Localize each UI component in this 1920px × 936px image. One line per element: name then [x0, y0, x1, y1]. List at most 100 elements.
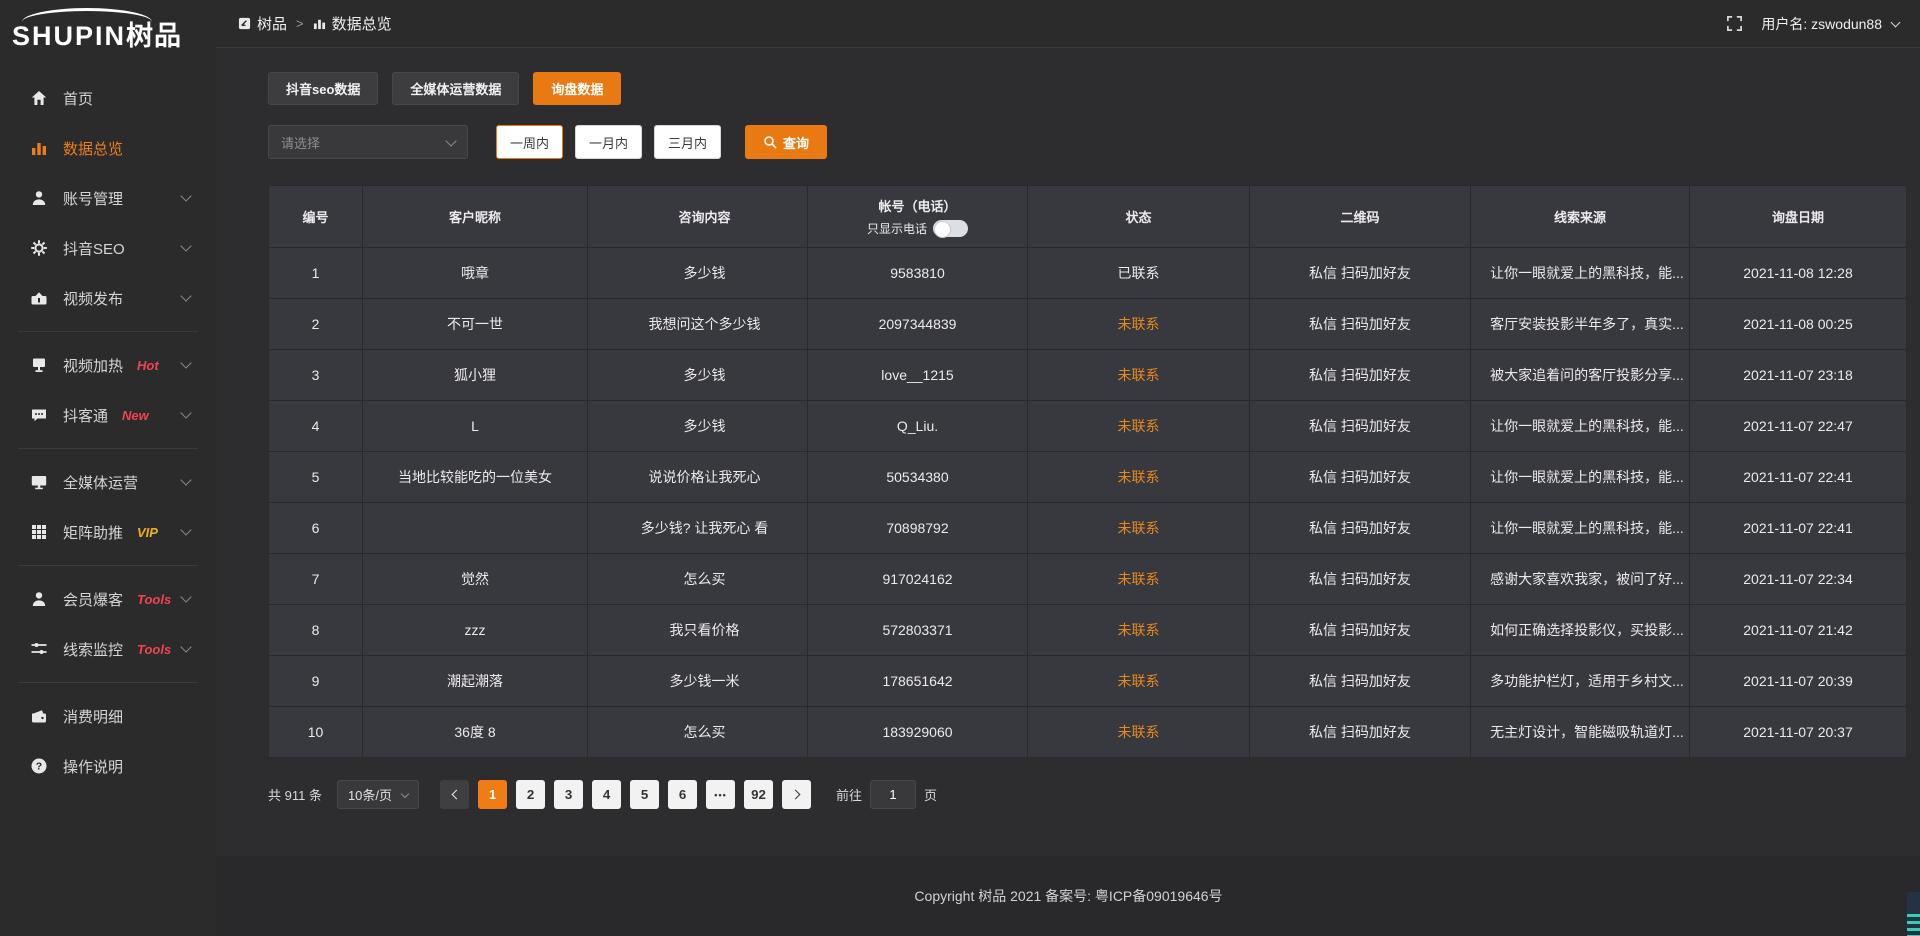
chevron-down-icon: [180, 641, 192, 653]
sidebar-item-label: 数据总览: [63, 140, 124, 158]
video-publish-icon: [30, 289, 48, 307]
sidebar-item-douyin-seo[interactable]: 抖音SEO: [0, 223, 216, 273]
qrcode-link[interactable]: 私信 扫码加好友: [1249, 604, 1471, 656]
cell-nickname: zzz: [362, 604, 588, 656]
prev-page-button[interactable]: [440, 780, 470, 809]
cell-content: 我只看价格: [587, 604, 808, 656]
breadcrumb-root-label: 树品: [257, 16, 288, 33]
lead-source-link[interactable]: 多功能护栏灯，适用于乡村文...: [1470, 655, 1690, 707]
cell-nickname: 哦章: [362, 247, 588, 299]
cell-date: 2021-11-07 22:47: [1689, 400, 1907, 452]
logo-arc: [22, 8, 152, 22]
sidebar-item-label: 全媒体运营: [63, 474, 139, 492]
sidebar-item-video-publish[interactable]: 视频发布: [0, 273, 216, 323]
phone-toggle-label: 只显示电话: [866, 222, 927, 236]
corner-widget[interactable]: [1907, 892, 1920, 936]
qrcode-link[interactable]: 私信 扫码加好友: [1249, 451, 1471, 503]
lead-source-link[interactable]: 无主灯设计，智能磁吸轨道灯...: [1470, 706, 1690, 758]
lead-source-link[interactable]: 让你一眼就爱上的黑科技，能...: [1470, 400, 1690, 452]
new-badge: New: [122, 407, 149, 423]
qrcode-link[interactable]: 私信 扫码加好友: [1249, 400, 1471, 452]
col-header-qrcode: 二维码: [1249, 185, 1471, 248]
lead-source-link[interactable]: 让你一眼就爱上的黑科技，能...: [1470, 451, 1690, 503]
sidebar-item-omni-media[interactable]: 全媒体运营: [0, 457, 216, 507]
cell-date: 2021-11-07 20:39: [1689, 655, 1907, 707]
qrcode-link[interactable]: 私信 扫码加好友: [1249, 706, 1471, 758]
sidebar-item-account-management[interactable]: 账号管理: [0, 173, 216, 223]
lead-source-link[interactable]: 让你一眼就爱上的黑科技，能...: [1470, 502, 1690, 554]
lead-source-link[interactable]: 如何正确选择投影仪，买投影...: [1470, 604, 1690, 656]
qrcode-link[interactable]: 私信 扫码加好友: [1249, 502, 1471, 554]
page-button-1[interactable]: 1: [478, 780, 508, 809]
cell-content: 我想问这个多少钱: [587, 298, 808, 350]
tools-badge: Tools: [137, 591, 172, 607]
status-badge: 未联系: [1027, 400, 1250, 452]
period-one-week-button[interactable]: 一周内: [496, 125, 564, 159]
logo-text: SHUPIN树品: [12, 14, 206, 53]
pagination: 共 911 条 10条/页 1 2 3 4 5 6 ••• 92 前往 页: [268, 780, 1907, 809]
cell-nickname: 潮起潮落: [362, 655, 588, 707]
sidebar-item-consumption-detail[interactable]: 消费明细: [0, 691, 216, 741]
qrcode-link[interactable]: 私信 扫码加好友: [1249, 298, 1471, 350]
user-menu[interactable]: 用户名: zswodun88: [1761, 14, 1901, 34]
qrcode-link[interactable]: 私信 扫码加好友: [1249, 553, 1471, 605]
tab-inquiry-data[interactable]: 询盘数据: [533, 72, 622, 105]
cell-id: 1: [268, 247, 363, 299]
page-button-5[interactable]: 5: [630, 780, 660, 809]
topbar: 树品 > 数据总览 用户名: zswodun88: [216, 0, 1920, 48]
sidebar-item-video-heat[interactable]: 视频加热 Hot: [0, 340, 216, 390]
col-header-id: 编号: [268, 185, 363, 248]
sidebar-item-home[interactable]: 首页: [0, 73, 216, 123]
sidebar-item-label: 账号管理: [63, 190, 124, 208]
doc-icon: [238, 17, 251, 30]
cell-date: 2021-11-07 20:37: [1689, 706, 1907, 758]
status-badge: 未联系: [1027, 502, 1250, 554]
sidebar-item-data-overview[interactable]: 数据总览: [0, 123, 216, 173]
fullscreen-icon[interactable]: [1726, 15, 1743, 32]
cell-account: 572803371: [807, 604, 1028, 656]
page-size-label: 10条/页: [347, 788, 393, 803]
page-button-2[interactable]: 2: [516, 780, 546, 809]
goto-page-input[interactable]: [870, 780, 917, 809]
period-three-months-button[interactable]: 三月内: [654, 125, 722, 159]
page-button-3[interactable]: 3: [554, 780, 584, 809]
lead-source-link[interactable]: 感谢大家喜欢我家，被问了好...: [1470, 553, 1690, 605]
page-button-4[interactable]: 4: [592, 780, 622, 809]
search-button[interactable]: 查询: [745, 125, 828, 159]
lead-source-link[interactable]: 客厅安装投影半年多了，真实...: [1470, 298, 1690, 350]
sidebar-divider: [18, 682, 198, 683]
breadcrumb-root[interactable]: 树品: [238, 13, 287, 34]
phone-only-toggle[interactable]: [933, 220, 968, 238]
qrcode-link[interactable]: 私信 扫码加好友: [1249, 349, 1471, 401]
page-button-6[interactable]: 6: [668, 780, 698, 809]
cell-nickname: [362, 502, 588, 554]
table-row: 3 狐小狸 多少钱 love__1215 未联系 私信 扫码加好友 被大家追着问…: [268, 349, 1907, 401]
lead-source-link[interactable]: 被大家追着问的客厅投影分享...: [1470, 349, 1690, 401]
sidebar-item-member-burst[interactable]: 会员爆客 Tools: [0, 574, 216, 624]
sidebar-item-doukeTong[interactable]: 抖客通 New: [0, 390, 216, 440]
question-icon: ?: [30, 757, 48, 775]
sidebar-divider: [18, 448, 198, 449]
account-select[interactable]: 请选择: [268, 125, 468, 159]
sidebar-item-label: 视频加热: [63, 357, 124, 375]
qrcode-link[interactable]: 私信 扫码加好友: [1249, 655, 1471, 707]
period-one-month-button[interactable]: 一月内: [575, 125, 643, 159]
tab-omni-media-data[interactable]: 全媒体运营数据: [392, 72, 520, 105]
next-page-button[interactable]: [782, 780, 812, 809]
sidebar-item-matrix-boost[interactable]: 矩阵助推 VIP: [0, 507, 216, 557]
lead-source-link[interactable]: 让你一眼就爱上的黑科技，能...: [1470, 247, 1690, 299]
qrcode-link[interactable]: 私信 扫码加好友: [1249, 247, 1471, 299]
more-pages-button[interactable]: •••: [706, 780, 736, 809]
grid-icon: [30, 523, 48, 541]
cell-content: 多少钱: [587, 247, 808, 299]
breadcrumb-current[interactable]: 数据总览: [313, 13, 392, 34]
cell-account: 183929060: [807, 706, 1028, 758]
sidebar-item-instructions[interactable]: ? 操作说明: [0, 741, 216, 791]
page-size-select[interactable]: 10条/页: [336, 780, 420, 809]
tab-douyin-seo-data[interactable]: 抖音seo数据: [268, 72, 379, 105]
chevron-down-icon: [180, 357, 192, 369]
cell-date: 2021-11-07 21:42: [1689, 604, 1907, 656]
sidebar-item-lead-monitor[interactable]: 线索监控 Tools: [0, 624, 216, 674]
page-button-92[interactable]: 92: [744, 780, 774, 809]
